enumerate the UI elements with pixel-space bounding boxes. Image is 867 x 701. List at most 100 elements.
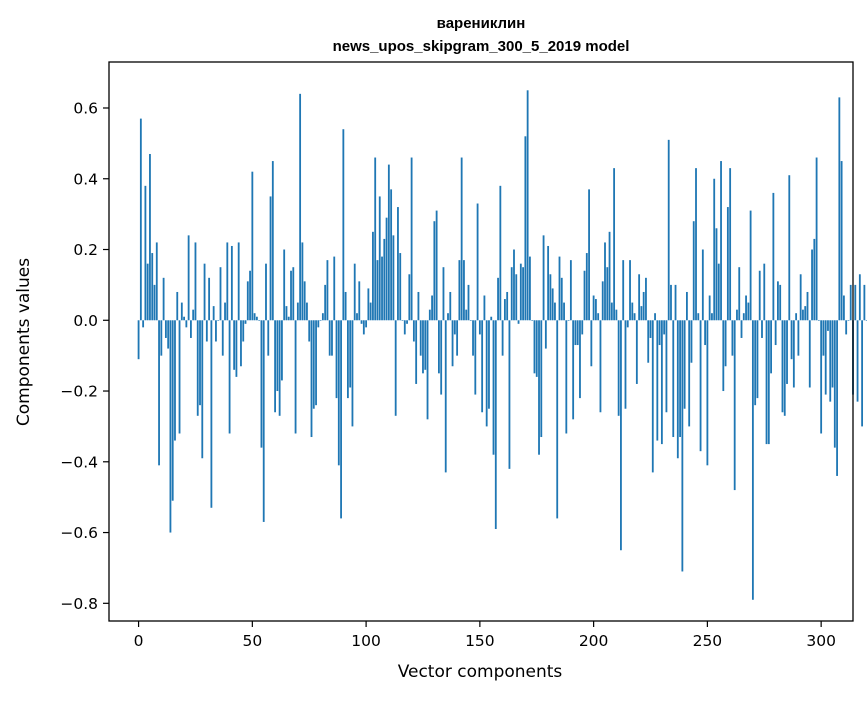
bar [635,320,638,384]
bar [558,256,561,321]
bar [706,320,709,466]
bar [704,320,707,346]
bar [149,153,151,321]
bar [649,320,652,338]
bar [481,320,484,413]
bar [515,274,518,321]
bar [199,320,201,406]
bar [460,157,463,321]
bar [306,302,308,321]
bar [337,320,340,466]
y-tick-label: 0.0 [73,312,98,330]
bar [724,320,727,367]
bar [749,210,752,321]
bar [265,263,267,321]
bar [792,320,795,388]
y-tick-label: 0.2 [73,241,98,259]
bar [524,136,527,321]
bar [326,260,329,321]
bar [469,320,472,321]
bar [742,313,745,321]
y-tick-label: −0.8 [60,595,98,613]
bar [367,288,370,321]
bar [360,320,363,324]
bar [544,320,547,349]
bar [811,249,813,321]
bar [672,320,675,438]
bar [155,242,158,321]
bar [424,320,427,370]
bar [283,249,286,321]
bar [797,320,800,356]
bar [431,295,433,321]
bar [301,242,304,321]
y-tick-label: 0.4 [73,170,98,188]
bar [640,306,643,321]
bar [340,320,342,519]
bar [251,171,254,321]
bar [319,320,322,321]
bar [849,284,852,321]
bar [433,221,436,321]
bar [699,320,702,452]
bar [137,320,140,360]
bar [153,284,156,321]
bar [663,320,666,335]
bar [428,309,431,321]
bar [438,320,440,374]
bar [806,291,809,321]
bar [720,161,722,321]
bar [747,302,750,321]
y-axis-ticks: −0.8 −0.6 −0.4 −0.2 0.0 0.2 0.4 0.6 [60,99,109,613]
bar [549,274,552,321]
bar [688,320,691,427]
bar [833,320,836,448]
bar [474,320,477,395]
bar [701,249,704,321]
bar [271,161,274,321]
bar [356,313,358,321]
bar [403,320,406,335]
bar [442,267,445,321]
bar [387,164,390,321]
plot-frame [108,61,854,622]
bar [465,309,468,321]
bar [665,320,668,413]
bar [738,267,741,321]
bar [642,291,645,321]
bar [497,277,499,321]
bar [817,320,820,321]
bar [692,221,695,321]
bar [292,267,295,321]
bar [169,320,172,533]
bar [522,267,524,321]
bar [540,320,543,438]
bar [415,320,418,384]
bar [463,260,465,321]
bar [167,320,170,349]
bar [210,320,213,508]
bar [622,260,625,321]
bar [847,320,850,321]
bar [681,320,684,572]
bar [401,320,404,321]
bar [822,320,825,356]
bar [215,320,217,342]
y-axis-label: Components values [14,258,34,426]
bar [501,320,504,356]
bar [176,291,179,321]
bar [808,320,811,388]
bar [312,320,315,409]
bar [208,277,211,321]
bar [569,260,572,321]
bar [531,320,534,321]
bar [353,263,356,321]
bar [164,320,167,338]
bar [708,295,711,321]
bar [711,313,713,321]
bar [745,295,747,321]
bar [838,97,841,321]
bar [139,118,142,321]
bar [321,313,324,321]
